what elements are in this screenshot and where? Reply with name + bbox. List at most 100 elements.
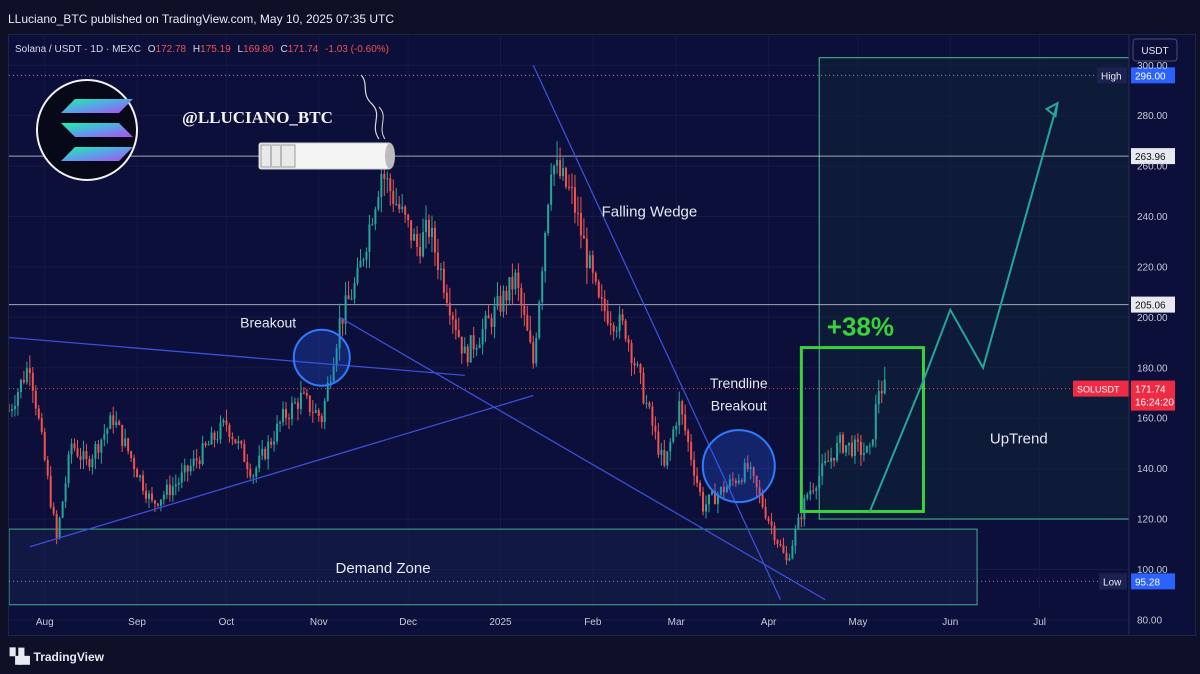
- candle-body: [687, 430, 690, 443]
- candle-body: [663, 450, 666, 466]
- candle-body: [296, 402, 299, 409]
- candle-body: [833, 457, 836, 461]
- demand-zone: [9, 528, 978, 606]
- candle-body: [121, 424, 124, 446]
- y-tick-label: 200.00: [1137, 313, 1168, 324]
- candle-body: [198, 460, 201, 465]
- candle-body: [454, 319, 457, 331]
- candle-body: [58, 517, 61, 538]
- candle-body: [779, 543, 782, 546]
- candle-body: [806, 494, 809, 499]
- candle-body: [165, 484, 168, 495]
- symbol-title: Solana / USDT · 1D · MEXC: [15, 44, 141, 55]
- candle-body: [55, 513, 58, 538]
- candle-body: [642, 372, 645, 404]
- candle-body: [538, 302, 541, 338]
- candle-body: [579, 212, 582, 236]
- candle-body: [210, 432, 213, 445]
- candle-body: [40, 418, 43, 432]
- x-tick-label: Sep: [128, 617, 146, 628]
- candle-body: [514, 272, 517, 290]
- x-tick-label: Mar: [668, 617, 686, 628]
- candle-body: [794, 529, 797, 546]
- y-tick-label: 180.00: [1137, 363, 1168, 374]
- candle-body: [722, 487, 725, 493]
- candle-body: [710, 491, 713, 495]
- candle-body: [743, 463, 746, 482]
- candle-body: [243, 443, 246, 462]
- candle-body: [874, 404, 877, 440]
- x-tick-label: Jun: [942, 617, 958, 628]
- candle-body: [276, 423, 279, 442]
- candle-body: [302, 392, 305, 394]
- candle-body: [672, 429, 675, 442]
- currency-label: USDT: [1141, 46, 1168, 57]
- candle-body: [705, 504, 708, 512]
- candle-body: [499, 296, 502, 312]
- candle-body: [171, 486, 174, 496]
- candle-body: [520, 288, 523, 306]
- candle-body: [570, 186, 573, 188]
- candle-body: [773, 525, 776, 541]
- candle-body: [314, 410, 317, 413]
- candle-body: [651, 406, 654, 426]
- candle-body: [785, 552, 788, 561]
- candle-body: [812, 490, 815, 492]
- chart-background: [9, 35, 1195, 635]
- candle-body: [544, 233, 547, 272]
- candle-body: [529, 330, 532, 343]
- candle-body: [824, 460, 827, 464]
- gain-box: [799, 346, 925, 513]
- y-tick-label: 220.00: [1137, 262, 1168, 273]
- candle-body: [156, 503, 159, 506]
- candle-body: [490, 318, 493, 327]
- candle-body: [693, 459, 696, 476]
- high-label: H: [193, 44, 200, 55]
- candle-body: [145, 490, 148, 499]
- currency-button[interactable]: USDT: [1132, 38, 1178, 62]
- current-price-tag: [1131, 380, 1175, 411]
- drawing-layer[interactable]: +38% Breakout Falling Wedge Trendline Breako…: [9, 64, 1059, 601]
- x-tick-label: Apr: [761, 617, 777, 628]
- chart-area[interactable]: Demand Zone 263.96 205.06 SOLUSDT 171.74 16:…: [8, 34, 1196, 636]
- candle-body: [681, 401, 684, 415]
- candle-body: [553, 165, 556, 175]
- tradingview-brand: TradingView: [33, 649, 105, 664]
- candle-body: [168, 484, 171, 496]
- candle-body: [591, 255, 594, 273]
- candle-body: [73, 443, 76, 449]
- trendline-breakout-circle: [701, 429, 776, 504]
- candle-body: [28, 368, 31, 374]
- candle-body: [684, 414, 687, 431]
- cigarette-icon: [258, 74, 395, 170]
- candle-body: [371, 224, 374, 226]
- candle-body: [356, 267, 359, 284]
- y-tick-label: 260.00: [1137, 162, 1168, 173]
- candle-body: [85, 451, 88, 460]
- candle-body: [246, 461, 249, 470]
- x-tick-label: Aug: [36, 617, 54, 628]
- candle-body: [338, 318, 341, 349]
- candle-body: [752, 467, 755, 476]
- candle-body: [776, 540, 779, 544]
- candle-layer: [9, 141, 886, 565]
- candle-body: [124, 438, 127, 446]
- demand-zone-label: Demand Zone: [336, 560, 431, 577]
- tradingview-logo[interactable]: ▚▙ TradingView: [10, 648, 104, 665]
- candle-body: [422, 232, 425, 257]
- candle-body: [279, 422, 282, 424]
- candle-body: [94, 444, 97, 459]
- grid-layer: [9, 35, 1129, 621]
- candle-body: [374, 209, 377, 225]
- price-chart[interactable]: Demand Zone 263.96 205.06 SOLUSDT 171.74 16:…: [9, 35, 1195, 635]
- candle-body: [231, 436, 234, 440]
- candle-body: [350, 298, 353, 300]
- candle-body: [100, 439, 103, 453]
- x-tick-label: May: [848, 617, 867, 628]
- candle-body: [82, 451, 85, 460]
- author-handle: @LLUCIANO_BTC: [182, 108, 333, 127]
- candle-body: [386, 178, 389, 180]
- y-tick-label: 120.00: [1137, 515, 1168, 526]
- symbol-tag-label: SOLUSDT: [1077, 385, 1120, 395]
- candle-body: [883, 379, 886, 394]
